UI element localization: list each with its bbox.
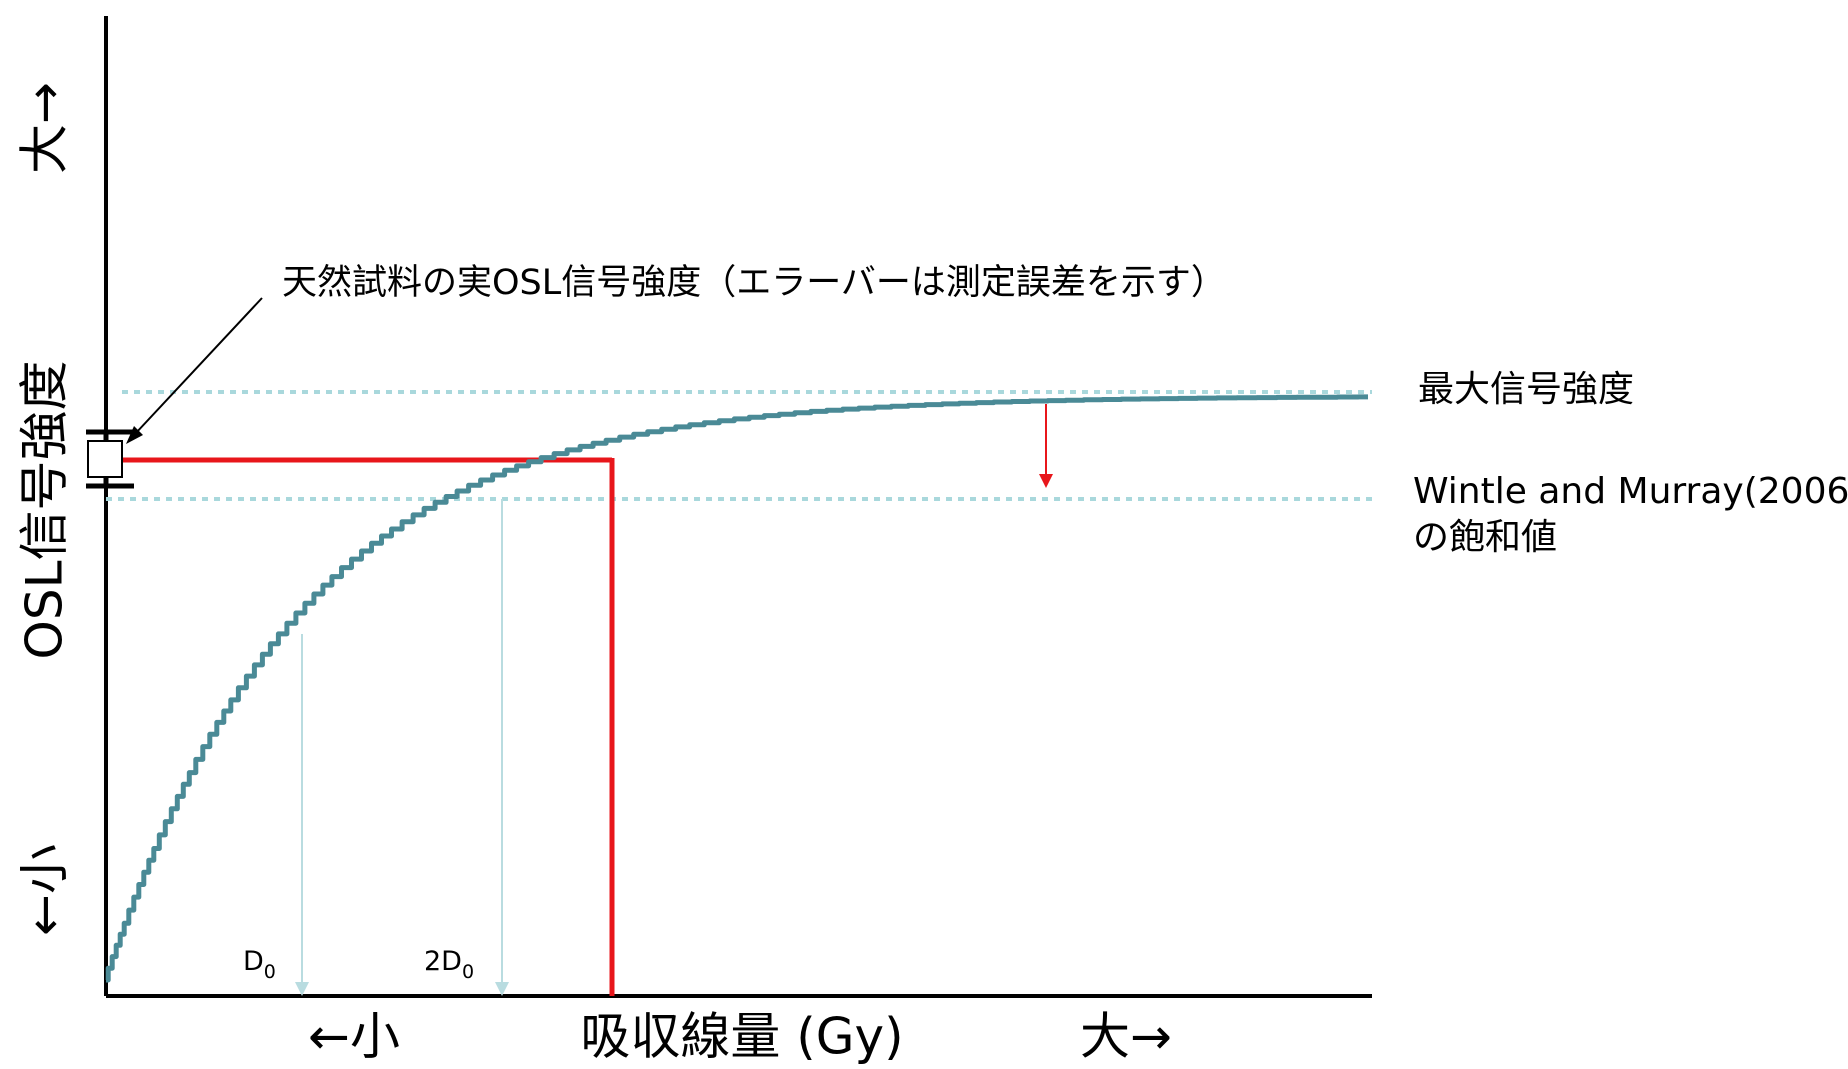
x-axis-title: 吸収線量 (Gy) [580, 1008, 903, 1066]
two-d0-label: 2D0 [424, 946, 474, 983]
d0-arrowhead [295, 982, 309, 996]
d0-label-subscript: 0 [264, 961, 276, 983]
y-axis-large-label: 大→ [16, 82, 74, 174]
saturation-shift-arrowhead [1039, 474, 1053, 488]
wintle-murray-label: Wintle and Murray(2006) [1413, 471, 1848, 512]
y-axis-small-label: ←小 [16, 844, 74, 936]
dose-response-curve [105, 394, 1368, 983]
wintle-murray-saturation-label: の飽和値 [1413, 517, 1557, 558]
callout-pointer-arrowhead [126, 426, 143, 444]
x-axis-small-label: ←小 [308, 1008, 400, 1066]
d0-label: D0 [243, 946, 276, 983]
natural-signal-note: 天然試料の実OSL信号強度（エラーバーは測定誤差を示す） [282, 263, 1226, 303]
max-signal-label: 最大信号強度 [1418, 369, 1634, 410]
x-axis-large-label: 大→ [1080, 1008, 1172, 1066]
two-d0-label-main: 2D [424, 946, 462, 977]
two-d0-label-subscript: 0 [462, 961, 474, 983]
natural-sample-marker [87, 440, 123, 478]
y-axis-title: OSL信号強度 [16, 361, 74, 660]
callout-pointer-line [134, 297, 263, 435]
two-d0-arrowhead [495, 982, 509, 996]
d0-label-main: D [243, 946, 264, 977]
